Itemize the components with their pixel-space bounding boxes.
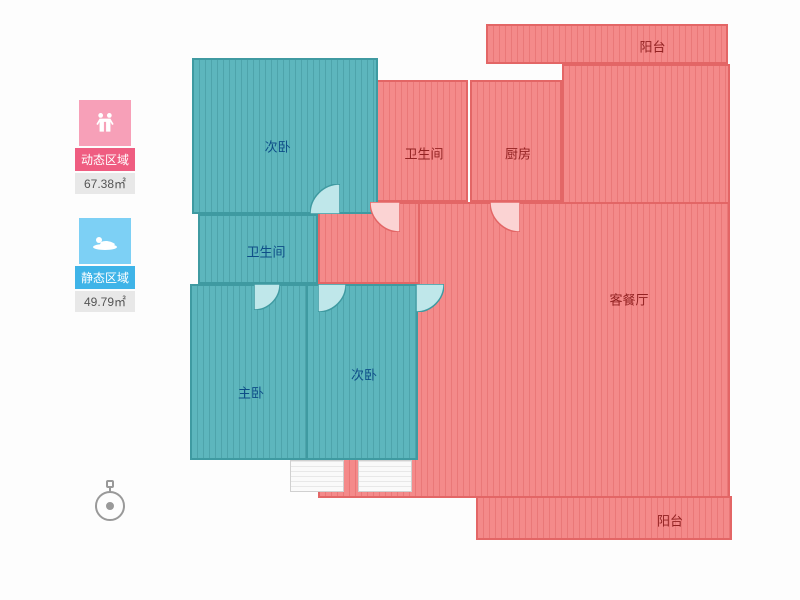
room-label: 厨房 [505, 143, 531, 162]
legend: 动态区域 67.38㎡ 静态区域 49.79㎡ [70, 100, 140, 336]
legend-static-label: 静态区域 [75, 266, 135, 289]
room-label: 次卧 [351, 365, 377, 384]
room-label: 主卧 [238, 382, 264, 401]
room-label: 卫生间 [246, 242, 285, 261]
room-label: 次卧 [265, 136, 291, 155]
legend-static: 静态区域 49.79㎡ [70, 218, 140, 312]
room: 卫生间 [198, 214, 318, 284]
room: 厨房 [470, 80, 562, 202]
window-block [290, 460, 344, 492]
legend-dynamic: 动态区域 67.38㎡ [70, 100, 140, 194]
room-label: 客餐厅 [609, 289, 648, 308]
corridor-fill [562, 64, 730, 204]
window-block [358, 460, 412, 492]
room-label: 阳台 [657, 511, 683, 530]
legend-static-value: 49.79㎡ [75, 291, 135, 312]
room-label: 阳台 [640, 37, 666, 56]
room: 卫生间 [376, 80, 468, 202]
room: 主卧 [190, 284, 308, 460]
compass-icon [92, 480, 128, 522]
floor-plan: 阳台卫生间厨房客餐厅阳台次卧次卧主卧卫生间 [190, 24, 750, 574]
corridor-mask [318, 202, 420, 284]
room-label: 卫生间 [404, 143, 443, 162]
room: 次卧 [192, 58, 378, 214]
room: 阳台 [476, 496, 732, 540]
sleep-icon [79, 218, 131, 264]
room: 阳台 [486, 24, 728, 64]
legend-dynamic-value: 67.38㎡ [75, 173, 135, 194]
legend-dynamic-label: 动态区域 [75, 148, 135, 171]
people-icon [79, 100, 131, 146]
room: 次卧 [306, 284, 418, 460]
